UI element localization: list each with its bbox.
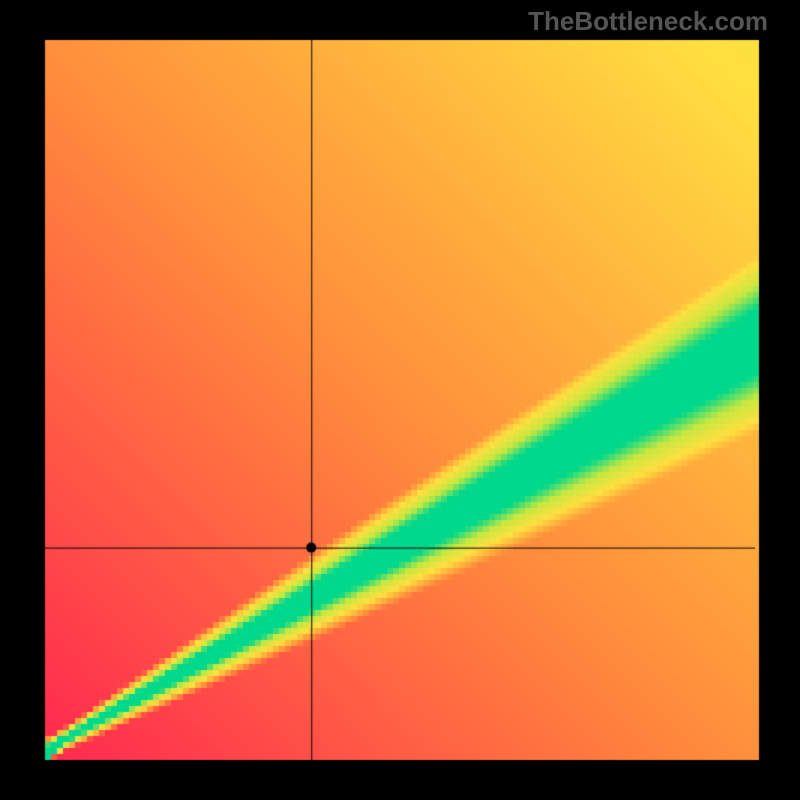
heatmap-canvas <box>0 0 800 800</box>
watermark-label: TheBottleneck.com <box>528 6 768 37</box>
chart-container: TheBottleneck.com <box>0 0 800 800</box>
